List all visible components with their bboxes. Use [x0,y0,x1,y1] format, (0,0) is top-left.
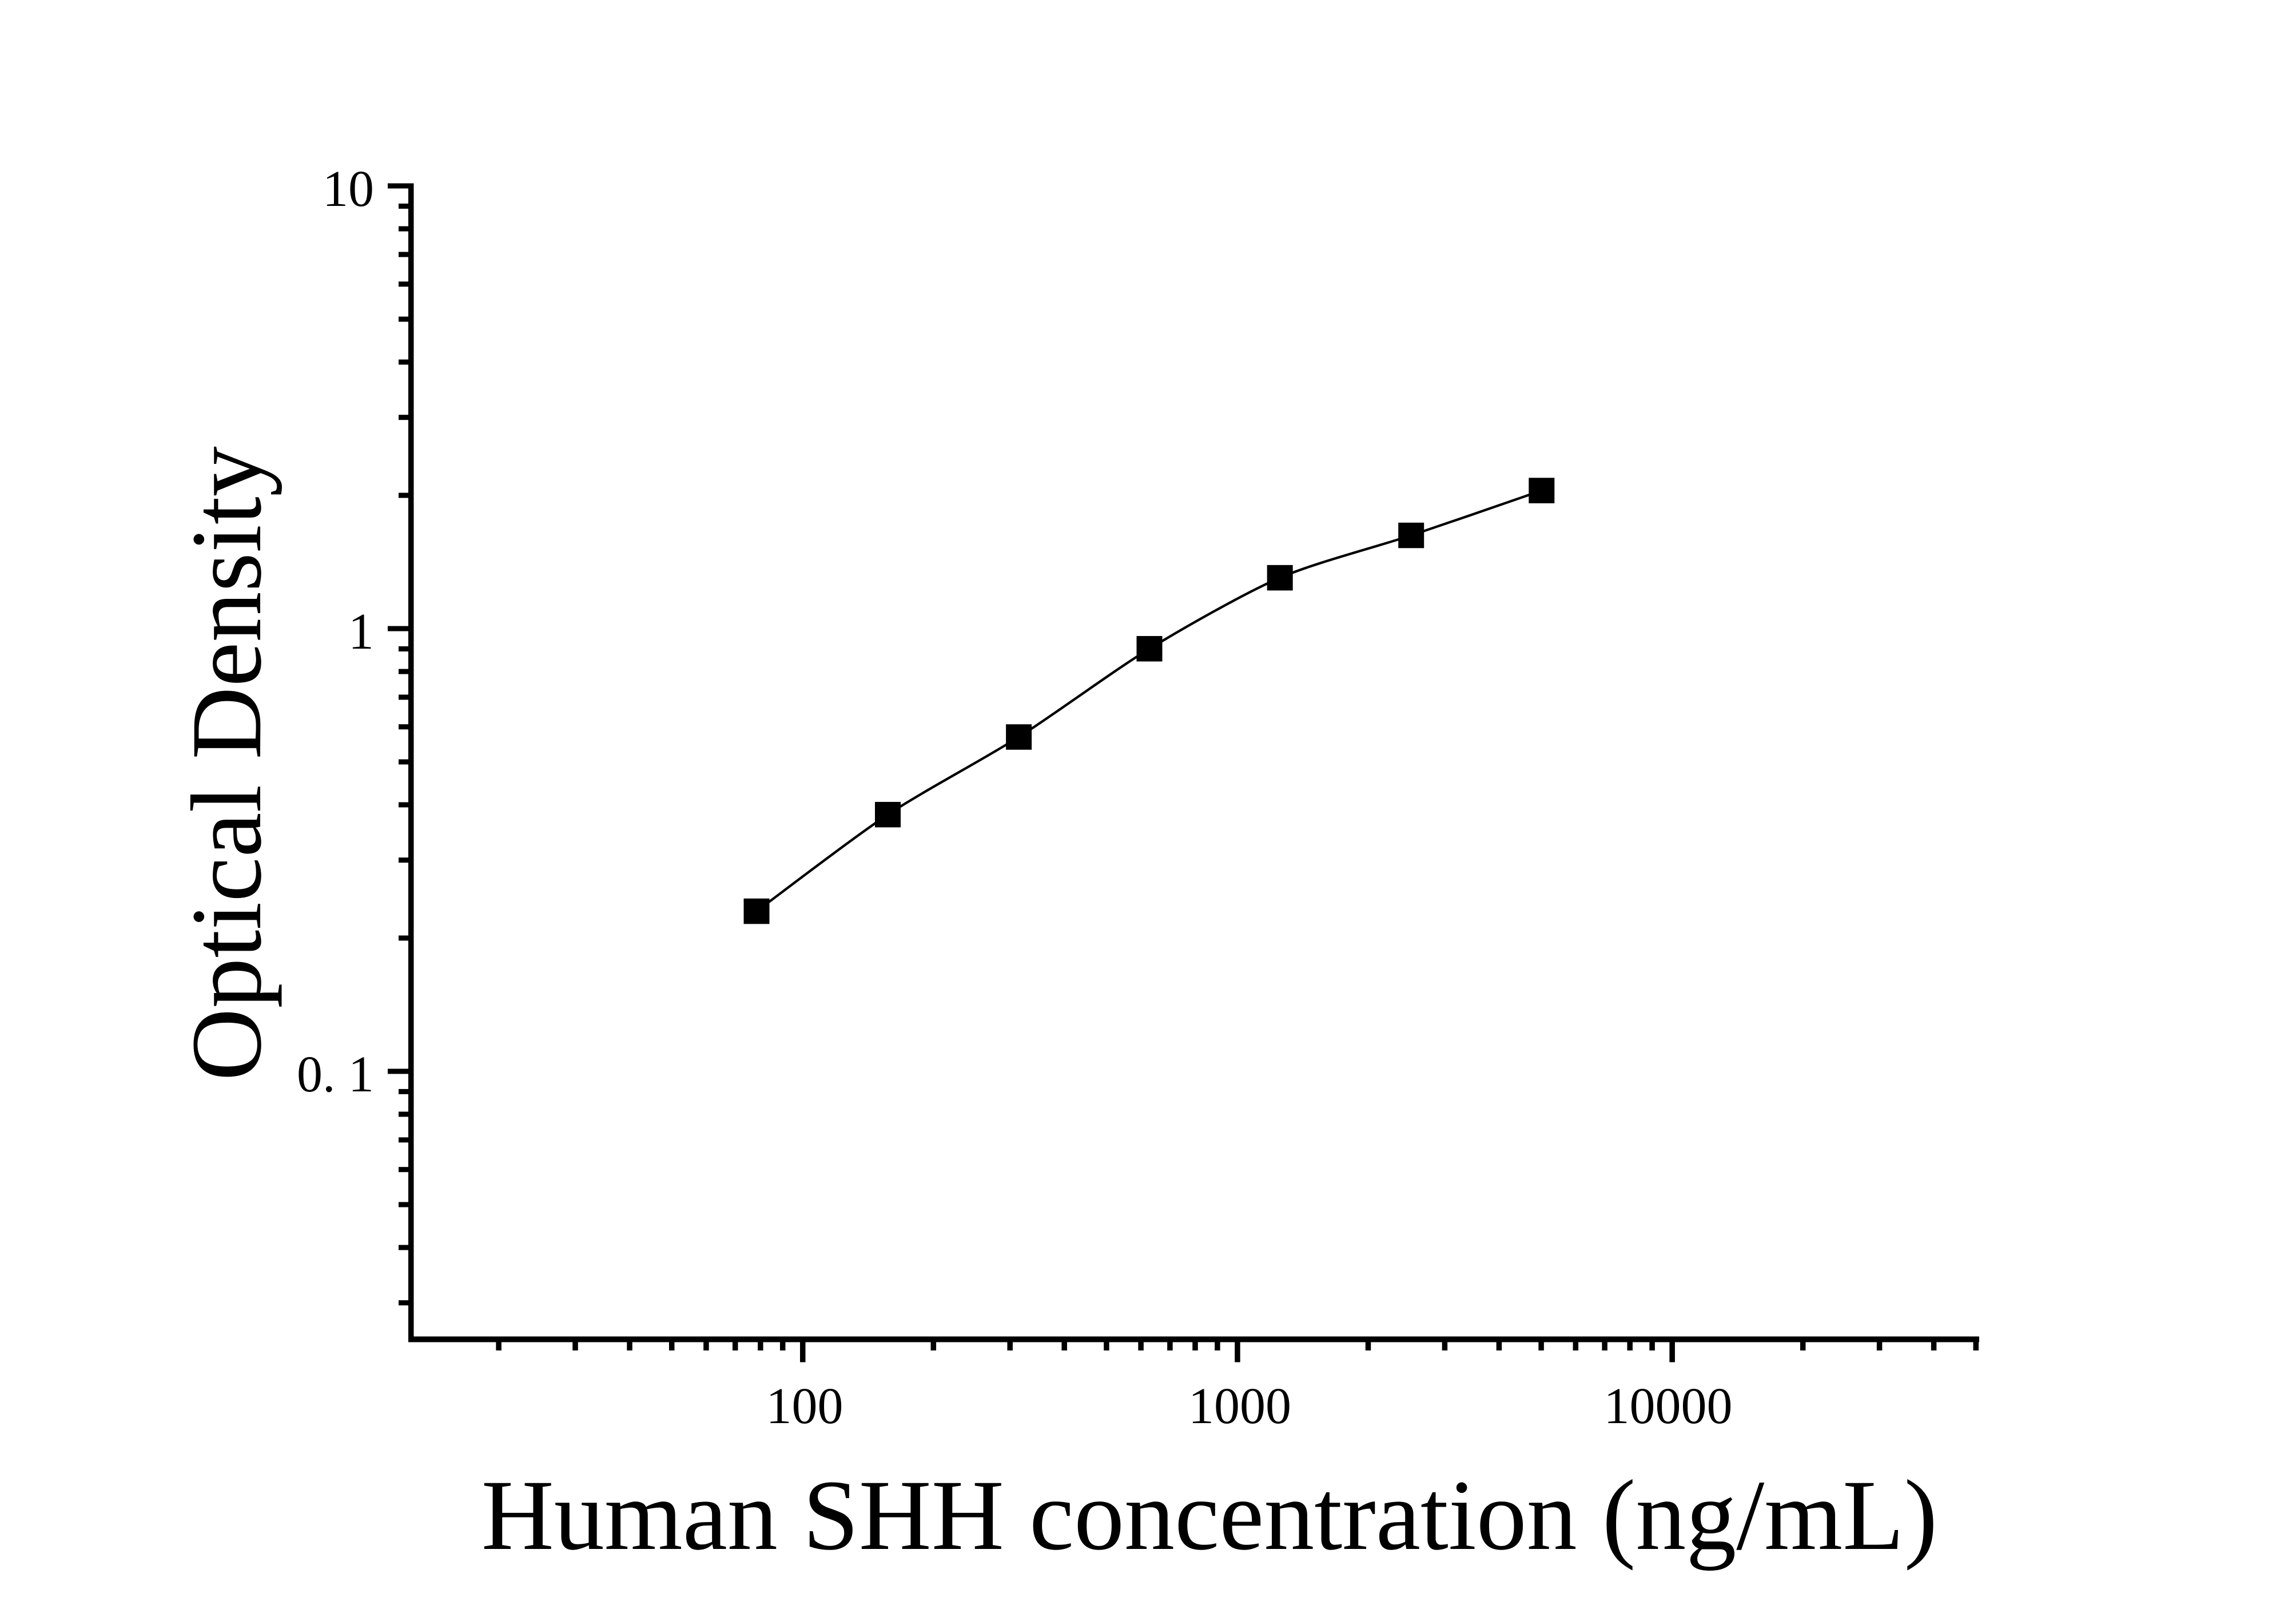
svg-text:0. 1: 0. 1 [297,1046,374,1103]
svg-text:10000: 10000 [1604,1378,1733,1435]
svg-text:100: 100 [766,1378,843,1435]
svg-text:Human SHH concentration (ng/mL: Human SHH concentration (ng/mL) [482,1460,1938,1571]
svg-text:1: 1 [348,603,374,660]
svg-text:Optical Density: Optical Density [171,446,282,1081]
svg-text:10: 10 [323,161,374,217]
svg-text:1000: 1000 [1188,1378,1291,1435]
